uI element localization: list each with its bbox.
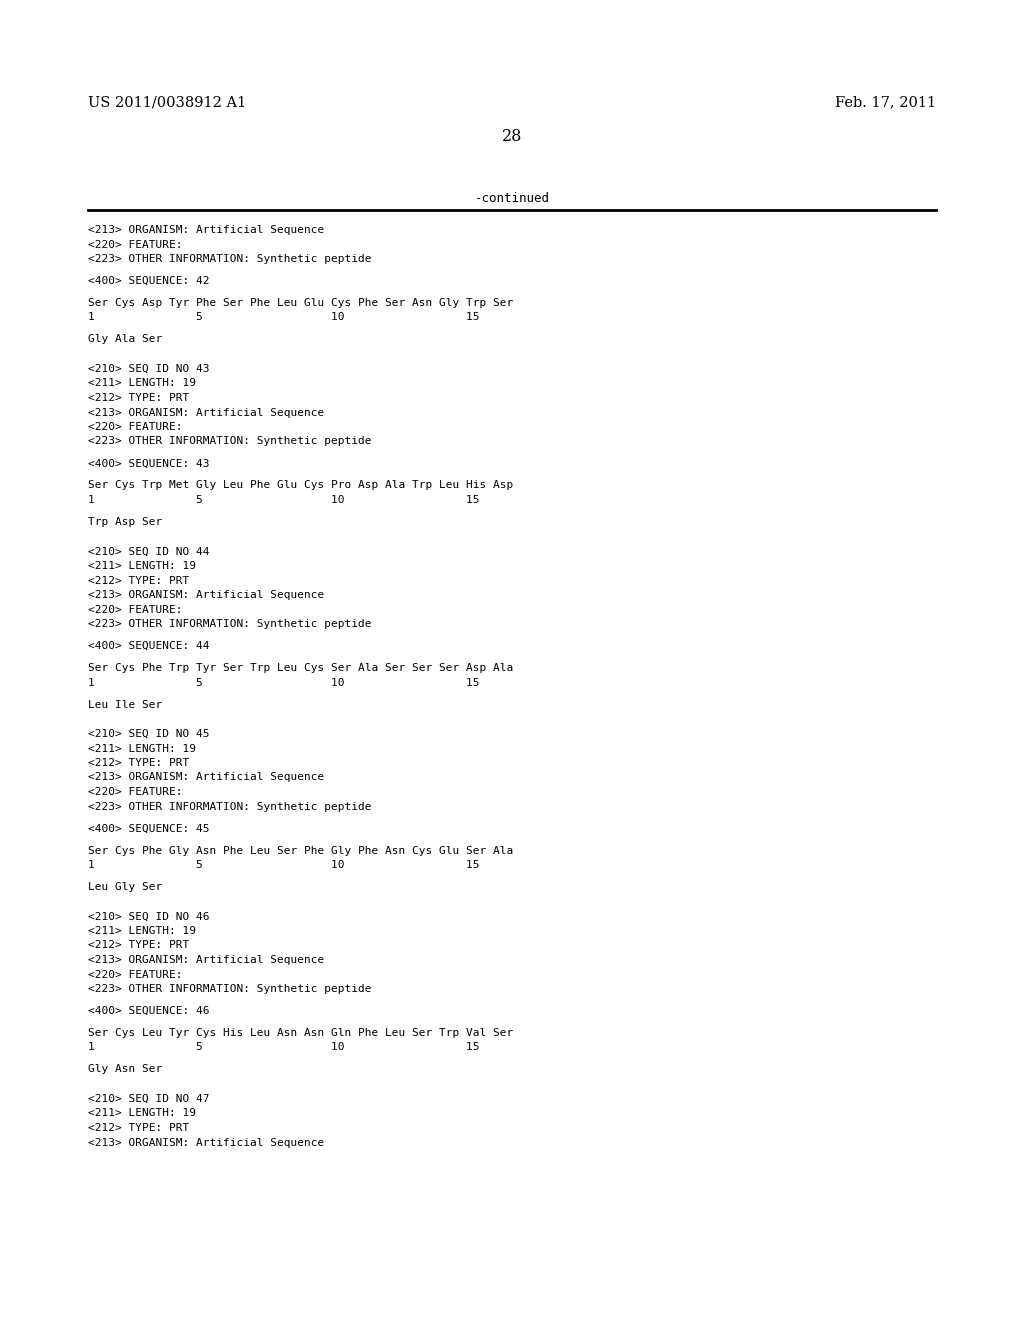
Text: <212> TYPE: PRT: <212> TYPE: PRT: [88, 576, 189, 586]
Text: <212> TYPE: PRT: <212> TYPE: PRT: [88, 758, 189, 768]
Text: <223> OTHER INFORMATION: Synthetic peptide: <223> OTHER INFORMATION: Synthetic pepti…: [88, 983, 372, 994]
Text: Ser Cys Phe Trp Tyr Ser Trp Leu Cys Ser Ala Ser Ser Ser Asp Ala: Ser Cys Phe Trp Tyr Ser Trp Leu Cys Ser …: [88, 663, 513, 673]
Text: US 2011/0038912 A1: US 2011/0038912 A1: [88, 95, 246, 110]
Text: <400> SEQUENCE: 46: <400> SEQUENCE: 46: [88, 1006, 210, 1016]
Text: <210> SEQ ID NO 45: <210> SEQ ID NO 45: [88, 729, 210, 739]
Text: 1               5                   10                  15: 1 5 10 15: [88, 495, 479, 506]
Text: Trp Asp Ser: Trp Asp Ser: [88, 517, 162, 527]
Text: <213> ORGANISM: Artificial Sequence: <213> ORGANISM: Artificial Sequence: [88, 1138, 325, 1147]
Text: <210> SEQ ID NO 44: <210> SEQ ID NO 44: [88, 546, 210, 557]
Text: <223> OTHER INFORMATION: Synthetic peptide: <223> OTHER INFORMATION: Synthetic pepti…: [88, 253, 372, 264]
Text: <211> LENGTH: 19: <211> LENGTH: 19: [88, 379, 196, 388]
Text: <400> SEQUENCE: 42: <400> SEQUENCE: 42: [88, 276, 210, 286]
Text: 1               5                   10                  15: 1 5 10 15: [88, 1043, 479, 1052]
Text: <400> SEQUENCE: 43: <400> SEQUENCE: 43: [88, 458, 210, 469]
Text: Leu Ile Ser: Leu Ile Ser: [88, 700, 162, 710]
Text: 1               5                   10                  15: 1 5 10 15: [88, 677, 479, 688]
Text: <220> FEATURE:: <220> FEATURE:: [88, 605, 182, 615]
Text: <211> LENGTH: 19: <211> LENGTH: 19: [88, 1109, 196, 1118]
Text: <211> LENGTH: 19: <211> LENGTH: 19: [88, 561, 196, 572]
Text: <220> FEATURE:: <220> FEATURE:: [88, 239, 182, 249]
Text: <213> ORGANISM: Artificial Sequence: <213> ORGANISM: Artificial Sequence: [88, 224, 325, 235]
Text: <223> OTHER INFORMATION: Synthetic peptide: <223> OTHER INFORMATION: Synthetic pepti…: [88, 437, 372, 446]
Text: <213> ORGANISM: Artificial Sequence: <213> ORGANISM: Artificial Sequence: [88, 772, 325, 783]
Text: <213> ORGANISM: Artificial Sequence: <213> ORGANISM: Artificial Sequence: [88, 590, 325, 601]
Text: <213> ORGANISM: Artificial Sequence: <213> ORGANISM: Artificial Sequence: [88, 408, 325, 417]
Text: <212> TYPE: PRT: <212> TYPE: PRT: [88, 393, 189, 403]
Text: <223> OTHER INFORMATION: Synthetic peptide: <223> OTHER INFORMATION: Synthetic pepti…: [88, 619, 372, 630]
Text: 28: 28: [502, 128, 522, 145]
Text: <210> SEQ ID NO 47: <210> SEQ ID NO 47: [88, 1094, 210, 1104]
Text: Gly Ala Ser: Gly Ala Ser: [88, 334, 162, 345]
Text: 1               5                   10                  15: 1 5 10 15: [88, 313, 479, 322]
Text: Leu Gly Ser: Leu Gly Ser: [88, 882, 162, 892]
Text: <220> FEATURE:: <220> FEATURE:: [88, 422, 182, 432]
Text: 1               5                   10                  15: 1 5 10 15: [88, 861, 479, 870]
Text: <400> SEQUENCE: 45: <400> SEQUENCE: 45: [88, 824, 210, 833]
Text: <220> FEATURE:: <220> FEATURE:: [88, 969, 182, 979]
Text: -continued: -continued: [474, 191, 550, 205]
Text: Ser Cys Asp Tyr Phe Ser Phe Leu Glu Cys Phe Ser Asn Gly Trp Ser: Ser Cys Asp Tyr Phe Ser Phe Leu Glu Cys …: [88, 298, 513, 308]
Text: <211> LENGTH: 19: <211> LENGTH: 19: [88, 927, 196, 936]
Text: <400> SEQUENCE: 44: <400> SEQUENCE: 44: [88, 642, 210, 651]
Text: <212> TYPE: PRT: <212> TYPE: PRT: [88, 1123, 189, 1133]
Text: Gly Asn Ser: Gly Asn Ser: [88, 1064, 162, 1074]
Text: <210> SEQ ID NO 43: <210> SEQ ID NO 43: [88, 364, 210, 374]
Text: <211> LENGTH: 19: <211> LENGTH: 19: [88, 743, 196, 754]
Text: <212> TYPE: PRT: <212> TYPE: PRT: [88, 940, 189, 950]
Text: Ser Cys Leu Tyr Cys His Leu Asn Asn Gln Phe Leu Ser Trp Val Ser: Ser Cys Leu Tyr Cys His Leu Asn Asn Gln …: [88, 1028, 513, 1038]
Text: Ser Cys Trp Met Gly Leu Phe Glu Cys Pro Asp Ala Trp Leu His Asp: Ser Cys Trp Met Gly Leu Phe Glu Cys Pro …: [88, 480, 513, 491]
Text: <213> ORGANISM: Artificial Sequence: <213> ORGANISM: Artificial Sequence: [88, 954, 325, 965]
Text: <220> FEATURE:: <220> FEATURE:: [88, 787, 182, 797]
Text: <223> OTHER INFORMATION: Synthetic peptide: <223> OTHER INFORMATION: Synthetic pepti…: [88, 801, 372, 812]
Text: <210> SEQ ID NO 46: <210> SEQ ID NO 46: [88, 912, 210, 921]
Text: Feb. 17, 2011: Feb. 17, 2011: [835, 95, 936, 110]
Text: Ser Cys Phe Gly Asn Phe Leu Ser Phe Gly Phe Asn Cys Glu Ser Ala: Ser Cys Phe Gly Asn Phe Leu Ser Phe Gly …: [88, 846, 513, 855]
